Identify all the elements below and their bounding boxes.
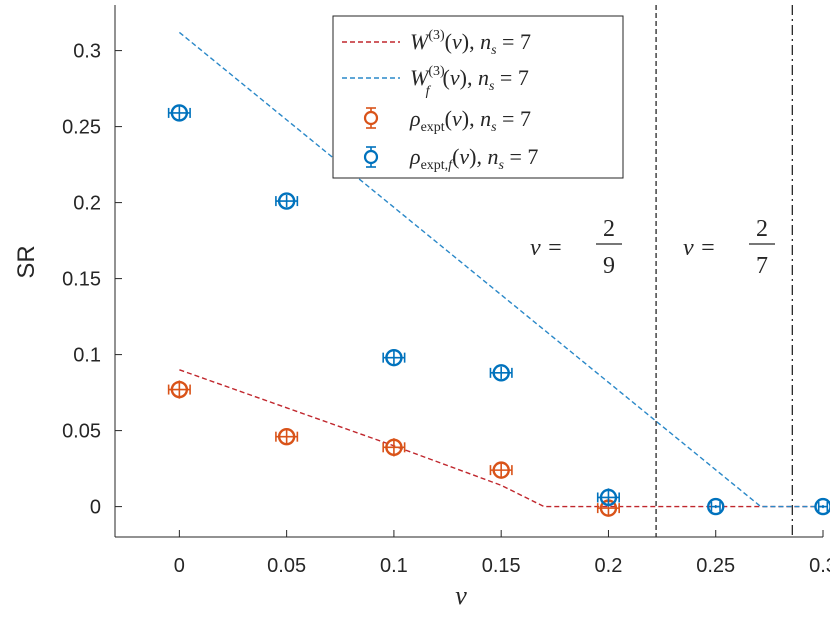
x-tick-label: 0.25 <box>696 555 735 577</box>
data-point <box>382 348 406 367</box>
y-tick-label: 0.05 <box>62 421 101 443</box>
legend-box <box>332 15 624 179</box>
x-tick-label: 0.2 <box>595 555 623 577</box>
marker <box>385 438 403 457</box>
data-point <box>814 497 830 516</box>
series-line-1 <box>178 31 823 508</box>
vline-annotation-2-7: v = 2 7 <box>683 216 775 279</box>
legend-label-rho-expt-f: ρexpt,f(v), ns = 7 <box>409 144 538 173</box>
vline-label-numerator: 2 <box>756 216 768 242</box>
legend-label-rho-expt: ρexpt(v), ns = 7 <box>409 106 531 135</box>
vline-label-denominator: 7 <box>756 253 768 279</box>
vline-label-numerator: 2 <box>603 216 615 242</box>
y-tick-label: 0.1 <box>73 345 101 367</box>
data-point <box>382 438 406 457</box>
legend-entry-red-line: W(3)(v), ns = 7 <box>342 28 531 58</box>
series-points-0 <box>167 380 620 517</box>
marker <box>385 348 403 367</box>
legend-entry-blue-marker: ρexpt,f(v), ns = 7 <box>363 144 538 173</box>
marker <box>492 461 510 479</box>
data-point <box>707 497 725 516</box>
vline-annotation-2-9: v = 2 9 <box>530 216 622 279</box>
marker <box>492 364 510 382</box>
vline-label-lhs: v = <box>530 235 563 261</box>
vline-label-denominator: 9 <box>603 253 615 279</box>
legend-marker <box>363 110 379 126</box>
x-axis-title: v <box>455 581 467 610</box>
x-tick-label: 0.3 <box>809 555 830 577</box>
vline-label-lhs: v = <box>683 235 716 261</box>
x-tick-label: 0 <box>174 555 185 577</box>
series-line-0 <box>179 369 823 508</box>
legend: W(3)(v), ns = 7 W(3) f(v), ns = 7 ρexpt(v… <box>332 15 624 179</box>
data-point <box>167 380 191 399</box>
y-tick-label: 0.3 <box>73 41 101 63</box>
data-point <box>167 104 191 122</box>
legend-label-w3: W(3)(v), ns = 7 <box>410 28 531 58</box>
data-point <box>275 192 299 210</box>
data-point <box>275 427 299 446</box>
axes: 0 0.05 0.1 0.15 0.2 0.25 0.3 0 0.05 0.1 0.15 0.2 0.2… <box>62 5 830 577</box>
plot-area <box>167 5 830 537</box>
marker <box>707 497 725 516</box>
y-axis-title: SR <box>13 245 40 278</box>
x-tick-label: 0.05 <box>267 555 306 577</box>
marker <box>277 427 296 446</box>
series-points-1 <box>167 104 830 516</box>
x-tick-label: 0.1 <box>380 555 408 577</box>
y-tick-label: 0.25 <box>62 117 101 139</box>
legend-label-wf3: W(3) f(v), ns = 7 <box>410 64 529 99</box>
marker <box>599 488 618 507</box>
data-point <box>489 461 513 479</box>
x-tick-label: 0.15 <box>482 555 521 577</box>
data-point <box>489 364 513 382</box>
legend-marker <box>363 149 379 165</box>
marker <box>277 192 296 210</box>
legend-entry-orange-marker: ρexpt(v), ns = 7 <box>363 106 531 135</box>
legend-entry-blue-line: W(3) f(v), ns = 7 <box>342 64 529 99</box>
y-tick-label: 0 <box>90 497 101 519</box>
data-point <box>596 488 620 507</box>
marker <box>814 497 830 516</box>
marker <box>170 104 189 122</box>
y-tick-label: 0.2 <box>73 193 101 215</box>
marker <box>170 380 189 399</box>
y-tick-label: 0.15 <box>62 269 101 291</box>
